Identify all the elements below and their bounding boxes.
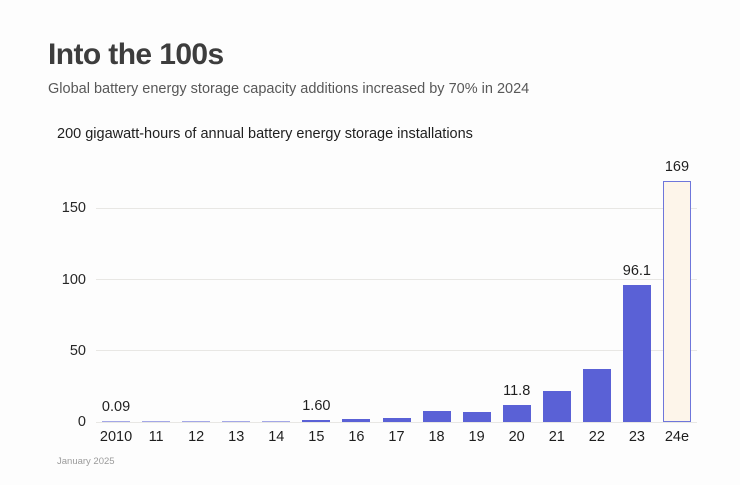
x-tick-label-11: 11 bbox=[148, 429, 164, 445]
bar-17 bbox=[382, 417, 411, 422]
bar-19 bbox=[462, 412, 491, 422]
plot-area: 0.09 1.60 11.8 96.1 169 bbox=[96, 137, 697, 423]
x-tick-label-18: 18 bbox=[428, 429, 445, 445]
bar-16 bbox=[342, 418, 371, 422]
bar-value-label-24e: 169 bbox=[664, 159, 690, 176]
bar-15 bbox=[302, 419, 331, 422]
x-tick-label-24e: 24e bbox=[664, 429, 690, 445]
gridline-50 bbox=[96, 350, 697, 352]
x-tick-label-23: 23 bbox=[628, 429, 645, 445]
bar-2010 bbox=[102, 421, 131, 422]
bar-20 bbox=[502, 405, 531, 422]
bar-21 bbox=[542, 391, 571, 422]
bar-18 bbox=[422, 411, 451, 422]
x-tick-label-16: 16 bbox=[348, 429, 365, 445]
x-tick-label-2010: 2010 bbox=[99, 429, 133, 445]
x-tick-label-13: 13 bbox=[228, 429, 245, 445]
page-title: Into the 100s bbox=[48, 38, 224, 71]
bar-22 bbox=[582, 368, 611, 422]
y-tick-label-100: 100 bbox=[61, 271, 86, 288]
bar-value-label-20: 11.8 bbox=[503, 383, 531, 400]
y-tick-label-0: 0 bbox=[77, 414, 86, 430]
bar-12 bbox=[182, 420, 211, 422]
chart-title: 200 gigawatt-hours of annual battery ene… bbox=[57, 126, 473, 142]
x-tick-label-19: 19 bbox=[468, 429, 485, 445]
y-tick-label-50: 50 bbox=[69, 342, 86, 359]
x-tick-label-22: 22 bbox=[588, 429, 605, 445]
footer-note: January 2025 bbox=[57, 456, 115, 467]
page-subtitle: Global battery energy storage capacity a… bbox=[48, 81, 530, 97]
bar-value-label-2010: 0.09 bbox=[101, 399, 131, 415]
bar-14 bbox=[262, 420, 291, 422]
gridline-0 bbox=[96, 421, 697, 423]
x-tick-label-21: 21 bbox=[548, 429, 565, 445]
bar-estimate-24e bbox=[662, 181, 691, 422]
gridline-150 bbox=[96, 207, 697, 209]
bar-13 bbox=[222, 421, 251, 422]
bar-23 bbox=[622, 285, 651, 422]
bar-11 bbox=[142, 421, 171, 422]
gridline-100 bbox=[96, 279, 697, 280]
y-tick-label-150: 150 bbox=[61, 200, 86, 217]
x-tick-label-14: 14 bbox=[268, 429, 285, 445]
x-tick-label-20: 20 bbox=[508, 429, 525, 445]
x-tick-label-15: 15 bbox=[308, 429, 325, 445]
bar-value-label-15: 1.60 bbox=[302, 397, 331, 414]
x-tick-label-17: 17 bbox=[388, 429, 405, 445]
x-tick-label-12: 12 bbox=[188, 429, 205, 445]
bar-value-label-23: 96.1 bbox=[622, 263, 651, 280]
